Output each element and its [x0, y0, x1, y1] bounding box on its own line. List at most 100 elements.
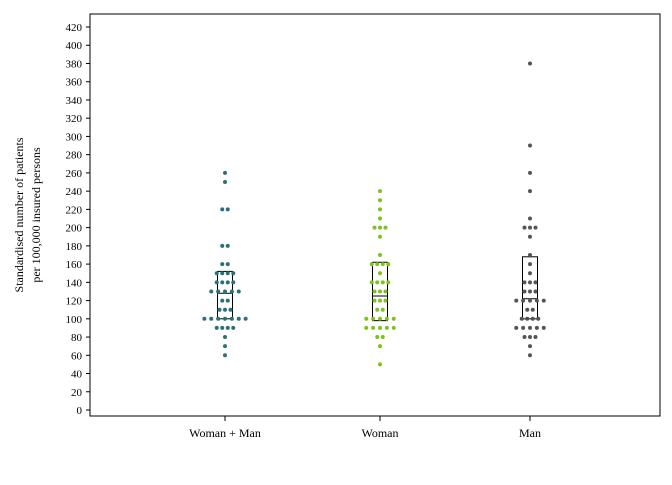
- data-point: [528, 298, 532, 303]
- data-point: [223, 170, 227, 175]
- data-point: [528, 216, 532, 221]
- data-point: [369, 280, 374, 285]
- x-axis: Woman + Man Woman Man: [189, 416, 541, 440]
- y-tick-label: 220: [66, 204, 83, 216]
- data-point: [220, 298, 225, 303]
- data-point: [536, 316, 541, 321]
- data-point: [386, 262, 391, 267]
- data-point: [229, 289, 234, 294]
- y-tick-label: 260: [66, 168, 83, 180]
- data-point: [380, 335, 385, 340]
- data-point: [378, 252, 382, 257]
- data-point: [378, 344, 382, 349]
- data-point: [380, 280, 385, 285]
- y-tick-label: 20: [71, 387, 83, 399]
- data-point: [364, 316, 369, 321]
- data-point: [225, 271, 230, 276]
- data-point: [522, 335, 527, 340]
- data-point: [236, 316, 241, 321]
- data-point: [223, 289, 227, 294]
- data-point: [528, 225, 532, 230]
- data-point: [220, 207, 225, 212]
- y-tick-label: 120: [66, 296, 83, 308]
- data-point: [528, 344, 532, 349]
- y-tick-label: 300: [66, 131, 83, 143]
- data-point: [528, 170, 532, 175]
- data-point: [378, 216, 382, 221]
- data-point: [378, 234, 382, 239]
- data-point: [231, 271, 236, 276]
- data-point: [378, 207, 382, 212]
- box-iqr: [522, 256, 538, 320]
- data-point: [378, 189, 382, 194]
- y-axis: 0 20 40 60 80 100 120 140 160 180 200 220 240 260 280 3…: [66, 22, 90, 417]
- data-point: [525, 307, 530, 312]
- data-point: [220, 280, 225, 285]
- data-point: [384, 316, 389, 321]
- data-point: [216, 289, 221, 294]
- data-point: [375, 307, 380, 312]
- data-point: [528, 280, 532, 285]
- data-point: [231, 280, 236, 285]
- data-point: [225, 262, 230, 267]
- data-point: [231, 325, 236, 330]
- data-point: [223, 316, 227, 321]
- data-point: [386, 280, 391, 285]
- data-point: [217, 307, 222, 312]
- data-point: [375, 335, 380, 340]
- y-tick-label: 380: [66, 58, 83, 70]
- data-point: [214, 271, 219, 276]
- y-tick-label: 100: [66, 314, 83, 326]
- y-tick-label: 60: [71, 350, 83, 362]
- data-point: [528, 335, 532, 340]
- data-point: [223, 335, 227, 340]
- y-tick-label: 400: [66, 40, 83, 52]
- plot-frame: [89, 13, 661, 417]
- data-point: [514, 325, 519, 330]
- data-point: [371, 325, 376, 330]
- data-point: [243, 316, 248, 321]
- data-point: [514, 298, 519, 303]
- data-point: [223, 307, 227, 312]
- data-point: [371, 316, 376, 321]
- data-point: [528, 189, 532, 194]
- data-point: [533, 289, 538, 294]
- data-point: [223, 353, 227, 358]
- data-point: [541, 325, 546, 330]
- data-point: [528, 143, 532, 148]
- data-point: [534, 298, 539, 303]
- data-point: [225, 325, 230, 330]
- data-point: [522, 289, 527, 294]
- x-tick-label: Woman: [361, 426, 398, 440]
- data-point: [391, 316, 396, 321]
- data-point: [225, 280, 230, 285]
- data-point: [378, 362, 382, 367]
- data-point: [214, 325, 219, 330]
- data-point: [364, 325, 369, 330]
- data-point: [528, 325, 532, 330]
- y-tick-label: 40: [71, 369, 83, 381]
- data-point: [220, 243, 225, 248]
- data-point: [375, 262, 380, 267]
- data-point: [378, 289, 382, 294]
- data-point: [521, 298, 526, 303]
- data-point: [220, 271, 225, 276]
- data-point: [372, 289, 377, 294]
- y-tick-label: 0: [77, 405, 83, 417]
- data-point: [202, 316, 207, 321]
- data-point: [214, 280, 219, 285]
- data-point: [528, 234, 532, 239]
- data-point: [378, 325, 382, 330]
- data-point: [528, 271, 532, 276]
- y-tick-label: 420: [66, 22, 83, 34]
- data-point: [541, 298, 546, 303]
- data-point: [216, 316, 221, 321]
- data-point: [528, 61, 532, 66]
- y-tick-label: 280: [66, 150, 83, 162]
- data-point: [533, 280, 538, 285]
- data-point: [530, 307, 535, 312]
- y-tick-label: 180: [66, 241, 83, 253]
- data-point: [384, 325, 389, 330]
- data-point: [225, 298, 230, 303]
